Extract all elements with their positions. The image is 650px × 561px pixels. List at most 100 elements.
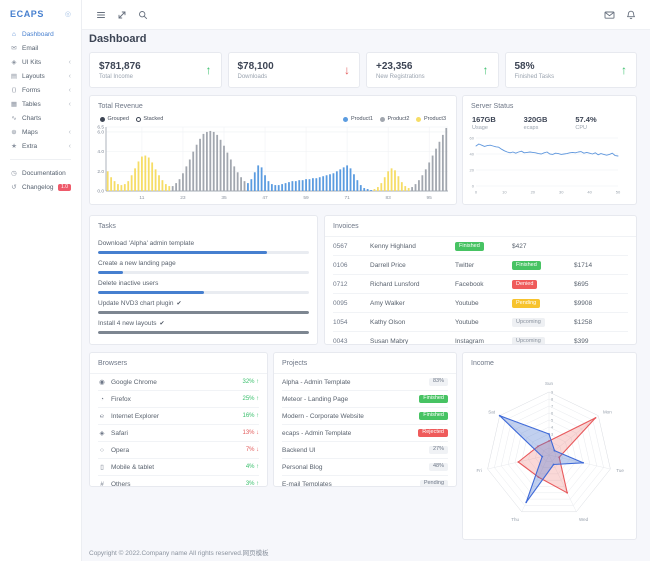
svg-text:0.0: 0.0: [97, 189, 104, 195]
svg-text:35: 35: [221, 195, 227, 201]
project-row-alpha-admin-template: Alpha - Admin Template 83%: [282, 374, 448, 391]
task-progress-bar: [98, 331, 309, 334]
invoice-cell: 1054: [333, 318, 348, 326]
invoice-cell: Kenny Highland: [370, 242, 416, 250]
task-progress-bar: [98, 291, 309, 294]
sidebar-item-charts[interactable]: ∿ Charts: [0, 111, 81, 125]
projects-list: Alpha - Admin Template 83% Meteor - Landin…: [274, 374, 456, 486]
trend-up-icon: ↑: [621, 63, 627, 77]
svg-text:83: 83: [385, 195, 391, 201]
task-item: Download 'Alpha' admin template: [90, 234, 317, 254]
sidebar-item-ui-kits[interactable]: ◈ UI Kits ‹: [0, 55, 81, 69]
task-item: Update NVD3 chart plugin ✔: [90, 294, 317, 314]
sidebar-item-email[interactable]: ✉ Email: [0, 41, 81, 55]
svg-text:4.0: 4.0: [97, 149, 104, 155]
menu-icon[interactable]: [96, 10, 106, 20]
browser-row-google-chrome: ◉ Google Chrome 32% ↑: [98, 374, 259, 391]
invoices-table: 0567 Kenny Highland Finished $427 0106 Darrel…: [325, 237, 636, 344]
project-status-badge: 48%: [428, 462, 448, 472]
invoice-cell: 0095: [333, 299, 348, 307]
task-progress-bar: [98, 271, 309, 274]
legend-mode-grouped[interactable]: Grouped: [100, 116, 129, 122]
kpi-value: +23,356: [376, 60, 413, 72]
project-row-meteor-landing-page: Meteor - Landing Page Finished: [282, 391, 448, 408]
topbar-right-icons: [604, 10, 636, 20]
invoice-cell: Twitter: [455, 261, 475, 269]
browser-name: Google Chrome: [111, 378, 157, 386]
sidebar-item-dashboard[interactable]: ⌂ Dashboard: [0, 27, 81, 41]
chevron-icon: ‹: [68, 86, 71, 94]
forms-code-icon: ⟨⟩: [11, 87, 17, 94]
legend-product2[interactable]: Product2: [379, 116, 409, 122]
revenue-bar-chart: 0.0 2.0 4.0 6.06.5 11 23 35 47 59 71 83 95: [97, 125, 448, 201]
sidebar-item-label: Tables: [22, 100, 41, 108]
sidebar-item-forms[interactable]: ⟨⟩ Forms ‹: [0, 83, 81, 97]
browser-row-firefox: ◔ Firefox 25% ↑: [98, 391, 259, 408]
kpi-label: New Registrations: [376, 73, 425, 80]
svg-text:6.5: 6.5: [97, 125, 104, 131]
svg-text:4: 4: [551, 424, 554, 429]
svg-text:40: 40: [470, 152, 475, 157]
browser-name: Safari: [111, 429, 128, 437]
footer-copyright: Copyright © 2022.Company name All rights…: [89, 550, 269, 557]
browser-share: 16%: [242, 413, 255, 419]
browser-row-others: # Others 3% ↑: [98, 476, 259, 487]
legend-product3[interactable]: Product3: [416, 116, 446, 122]
ie-icon: ℮: [100, 412, 104, 420]
browser-row-internet-explorer: ℮ Internet Explorer 16% ↑: [98, 408, 259, 425]
sidebar-item-extra[interactable]: ★ Extra ‹: [0, 139, 81, 153]
project-status-badge: 27%: [428, 445, 448, 455]
invoice-cell: $9908: [574, 299, 593, 307]
task-item: Delete inactive users: [90, 274, 317, 294]
project-row-ecaps-admin-template: ecaps - Admin Template Rejected: [282, 425, 448, 442]
project-name: ecaps - Admin Template: [282, 429, 352, 437]
trend-up-icon: ↑: [256, 396, 259, 402]
email-icon: ✉: [11, 45, 17, 52]
opera-icon: ○: [100, 446, 104, 454]
income-card: Income 3 4 5 6 7 8 9 Sun Mon Tue Wed Thu Fri Sat: [462, 352, 637, 540]
topbar: [82, 0, 650, 30]
browser-row-safari: ◈ Safari 13% ↓: [98, 425, 259, 442]
kpi-value: $781,876: [99, 60, 141, 72]
sidebar-item-documentation[interactable]: ◷ Documentation: [0, 166, 81, 180]
sidebar-item-maps[interactable]: ⊕ Maps ‹: [0, 125, 81, 139]
browsers-card: Browsers ◉ Google Chrome 32% ↑ ◔ Firefox 25% ↑ ℮…: [89, 352, 268, 487]
sidebar-item-layouts[interactable]: ▤ Layouts ‹: [0, 69, 81, 83]
mail-icon[interactable]: [604, 10, 615, 20]
svg-text:7: 7: [551, 403, 554, 408]
charts-icon: ∿: [11, 115, 17, 122]
project-status-badge: Pending: [419, 479, 448, 486]
tasks-list: Download 'Alpha' admin template Create a …: [90, 234, 317, 334]
chevron-icon: ‹: [68, 100, 71, 108]
kpi-value: $78,100: [237, 60, 274, 72]
svg-text:40: 40: [587, 190, 592, 195]
task-label: Download 'Alpha' admin template: [98, 240, 195, 247]
series-dot-icon: [416, 116, 422, 122]
svg-text:60: 60: [470, 136, 475, 141]
svg-text:23: 23: [180, 195, 186, 201]
fullscreen-icon[interactable]: [117, 10, 127, 20]
tasks-card: Tasks Download 'Alpha' admin template Cre…: [89, 215, 318, 345]
sidebar-item-tables[interactable]: ▦ Tables ‹: [0, 97, 81, 111]
server-status-card: Server Status 167GB Usage 320GB ecaps 57…: [462, 95, 637, 205]
revenue-legend-modes: Grouped Stacked: [100, 116, 163, 122]
kpi-label: Downloads: [237, 73, 268, 80]
bell-icon[interactable]: [626, 10, 636, 20]
legend-product1[interactable]: Product1: [343, 116, 373, 122]
project-status-badge: Rejected: [418, 428, 448, 438]
tables-icon: ▦: [10, 101, 18, 108]
legend-mode-stacked[interactable]: Stacked: [135, 116, 163, 122]
search-icon[interactable]: [138, 10, 148, 20]
trend-up-icon: ↑: [256, 481, 259, 487]
sidebar-item-label: Documentation: [22, 169, 66, 177]
card-title-total-revenue: Total Revenue: [98, 103, 143, 110]
card-title-tasks: Tasks: [98, 223, 116, 230]
kpi-card-finished-tasks: 58% Finished Tasks ↑: [504, 52, 637, 88]
sidebar-item-label: Extra: [22, 142, 38, 150]
svg-text:50: 50: [616, 190, 621, 195]
svg-text:Sat: Sat: [488, 409, 496, 414]
filled-dot-icon: [100, 116, 105, 122]
sidebar-item-changelog[interactable]: ↺ Changelog 1.0: [0, 180, 81, 194]
sidebar-toggle-icon[interactable]: ◎: [64, 11, 71, 18]
browser-row-mobile-tablet: ▯ Mobile & tablet 4% ↑: [98, 459, 259, 476]
